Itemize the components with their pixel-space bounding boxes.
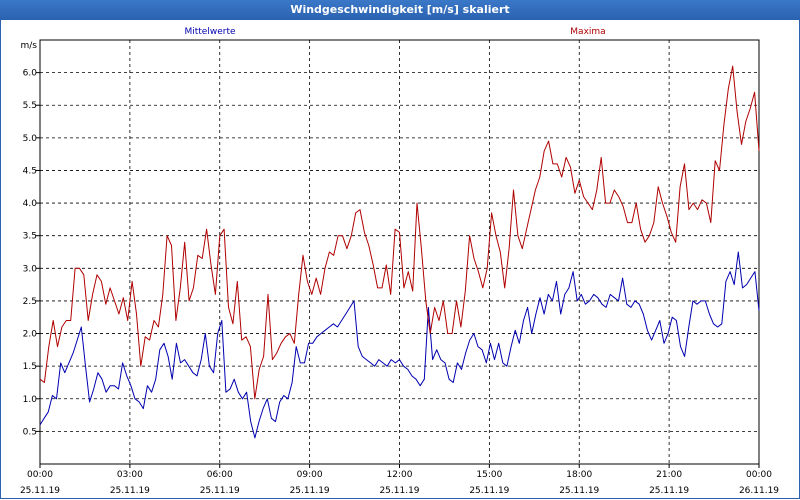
x-tick-time-label: 12:00 — [387, 470, 413, 480]
y-tick-label: 1.5 — [23, 362, 37, 372]
legend-maxima: Maxima — [570, 27, 605, 37]
x-tick-date-label: 26.11.19 — [739, 486, 779, 496]
x-tick-time-label: 18:00 — [566, 470, 592, 480]
y-tick-label: 1.0 — [23, 395, 38, 405]
y-tick-label: 3.0 — [23, 264, 38, 274]
x-tick-time-label: 00:00 — [746, 470, 772, 480]
x-tick-date-label: 25.11.19 — [469, 486, 509, 496]
y-tick-label: 2.0 — [23, 330, 38, 340]
y-tick-label: 4.5 — [23, 166, 37, 176]
x-tick-date-label: 25.11.19 — [200, 486, 240, 496]
legend-mittelwerte: Mittelwerte — [184, 27, 235, 37]
y-tick-label: 6.0 — [23, 69, 38, 79]
y-tick-label: 4.0 — [23, 199, 38, 209]
series-line-mittelwerte — [39, 251, 760, 439]
y-tick-label: 2.5 — [23, 297, 37, 307]
x-tick-date-label: 25.11.19 — [20, 486, 60, 496]
x-tick-time-label: 09:00 — [297, 470, 323, 480]
y-axis-label: m/s — [21, 41, 38, 51]
chart-title: Windgeschwindigkeit [m/s] skaliert — [0, 0, 800, 20]
x-tick-date-label: 25.11.19 — [649, 486, 689, 496]
x-tick-time-label: 06:00 — [207, 470, 233, 480]
x-tick-time-label: 03:00 — [117, 470, 143, 480]
y-tick-label: 5.0 — [23, 134, 38, 144]
x-tick-time-label: 15:00 — [476, 470, 502, 480]
x-tick-date-label: 25.11.19 — [559, 486, 599, 496]
x-tick-time-label: 21:00 — [656, 470, 682, 480]
x-tick-date-label: 25.11.19 — [290, 486, 330, 496]
series-line-maxima — [39, 65, 760, 400]
x-tick-date-label: 25.11.19 — [379, 486, 419, 496]
y-tick-label: 5.5 — [23, 101, 37, 111]
x-tick-time-label: 00:00 — [27, 470, 53, 480]
y-tick-label: 3.5 — [23, 232, 37, 242]
y-tick-label: 0.5 — [23, 427, 37, 437]
x-tick-date-label: 25.11.19 — [110, 486, 150, 496]
